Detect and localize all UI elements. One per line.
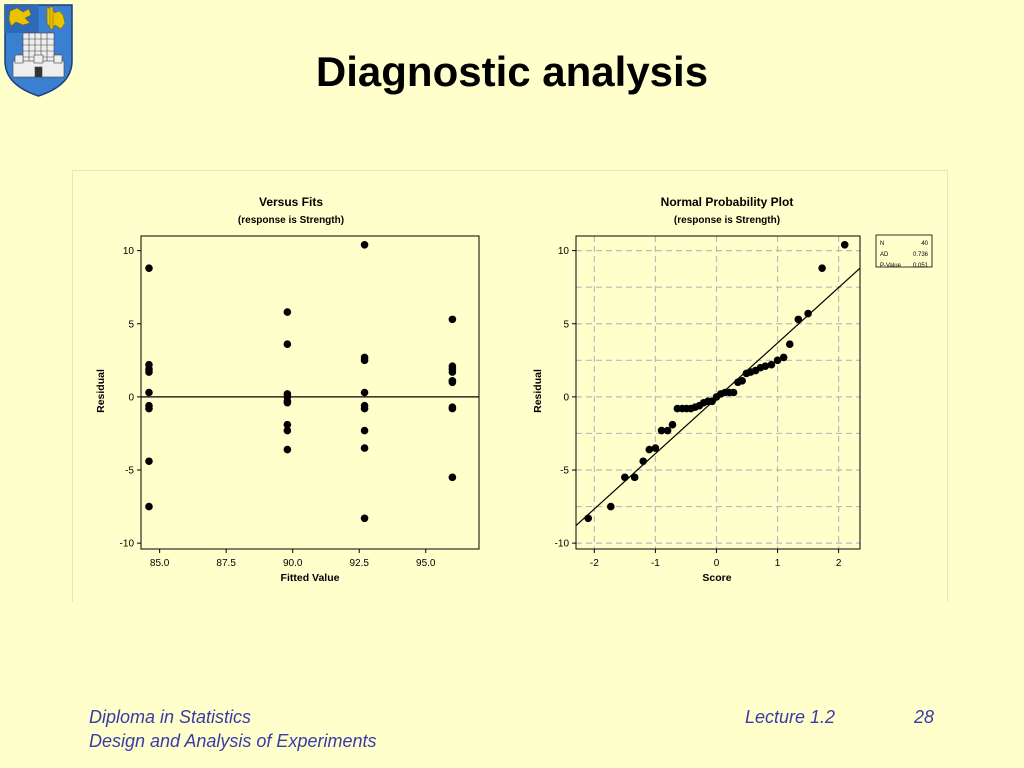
x-tick-label: 2 <box>836 558 842 569</box>
data-point <box>448 315 457 324</box>
y-tick-label: -5 <box>125 466 134 477</box>
normal-plot-y-axis: -10 -5 0 5 10 <box>555 246 576 550</box>
data-point <box>360 514 369 523</box>
data-point <box>607 502 615 511</box>
versus-fits-subtitle: (response is Strength) <box>238 215 344 226</box>
versus-fits-y-axis: -10 -5 0 5 10 <box>120 246 141 550</box>
data-point <box>283 445 292 454</box>
stats-label: N <box>880 241 884 247</box>
data-point <box>283 398 292 407</box>
data-point <box>645 445 654 454</box>
versus-fits-ylabel: Residual <box>95 369 107 413</box>
data-point <box>448 378 457 387</box>
footer-module: Design and Analysis of Experiments <box>89 731 377 751</box>
footer-page-number: 28 <box>914 707 935 727</box>
stats-label: AD <box>880 252 889 258</box>
versus-fits-plot-area <box>140 235 480 550</box>
college-crest-icon <box>4 4 73 97</box>
normal-plot-xlabel: Score <box>702 572 731 584</box>
data-point <box>729 388 738 397</box>
data-point <box>145 264 153 272</box>
normal-probability-chart: Normal Probability Plot (response is Str… <box>532 195 933 584</box>
data-point <box>283 308 292 316</box>
data-point <box>785 340 794 349</box>
stats-box: N 40 AD 0.736 P-Value 0.051 <box>875 234 933 269</box>
data-point <box>668 420 677 429</box>
data-point <box>448 473 457 482</box>
y-tick-label: 0 <box>563 392 569 403</box>
normal-plot-title: Normal Probability Plot <box>661 195 794 209</box>
data-point <box>145 368 153 376</box>
x-tick-label: -2 <box>590 558 599 569</box>
x-tick-label: 85.0 <box>150 558 170 569</box>
data-point <box>360 356 369 365</box>
data-point <box>773 356 782 365</box>
stats-value: 40 <box>921 241 928 247</box>
versus-fits-title: Versus Fits <box>259 195 323 209</box>
data-point <box>621 473 629 482</box>
data-point <box>448 404 457 413</box>
data-point <box>360 404 369 413</box>
x-tick-label: 1 <box>775 558 781 569</box>
data-point <box>761 362 770 370</box>
data-point <box>283 420 292 429</box>
data-point <box>651 444 660 452</box>
y-tick-label: 5 <box>128 319 134 330</box>
data-point <box>584 514 593 523</box>
data-point <box>738 376 746 385</box>
normal-plot-subtitle: (response is Strength) <box>674 215 780 226</box>
stats-label: P-Value <box>880 263 902 269</box>
data-point <box>360 240 369 249</box>
data-point <box>804 309 812 318</box>
stats-value: 0.736 <box>913 252 929 258</box>
data-point <box>630 473 639 482</box>
data-point <box>283 426 292 435</box>
normal-plot-ylabel: Residual <box>532 369 544 413</box>
x-tick-label: 90.0 <box>283 558 303 569</box>
y-tick-label: -10 <box>555 539 570 550</box>
data-point <box>840 240 849 249</box>
y-tick-label: 10 <box>558 246 570 257</box>
y-tick-label: 10 <box>123 246 135 257</box>
footer-course: Diploma in Statistics <box>89 707 252 727</box>
data-point <box>794 315 803 324</box>
normal-plot-points <box>584 240 849 523</box>
y-tick-label: 5 <box>563 319 569 330</box>
versus-fits-points <box>145 240 457 523</box>
data-point <box>663 426 672 435</box>
versus-fits-xlabel: Fitted Value <box>281 572 340 584</box>
normal-plot-x-axis: -2 -1 0 1 2 <box>590 549 842 569</box>
stats-value: 0.051 <box>913 263 929 269</box>
data-point <box>779 353 788 362</box>
data-point <box>283 340 292 349</box>
data-point <box>639 457 647 466</box>
versus-fits-x-axis: 85.0 87.5 90.0 92.5 95.0 <box>150 549 436 569</box>
data-point <box>145 457 153 466</box>
data-point <box>360 426 369 435</box>
footer-lecture: Lecture 1.2 <box>745 707 836 727</box>
y-tick-label: -5 <box>560 466 569 477</box>
data-point <box>145 404 153 413</box>
y-tick-label: 0 <box>128 392 134 403</box>
data-point <box>657 426 666 435</box>
chart-panel: Versus Fits (response is Strength) -10 -5… <box>72 170 948 602</box>
x-tick-label: 92.5 <box>350 558 370 569</box>
data-point <box>818 264 826 272</box>
x-tick-label: 95.0 <box>416 558 436 569</box>
y-tick-label: -10 <box>120 539 135 550</box>
x-tick-label: 0 <box>714 558 720 569</box>
data-point <box>145 502 153 511</box>
data-point <box>145 388 153 397</box>
versus-fits-chart: Versus Fits (response is Strength) -10 -5… <box>95 195 480 584</box>
x-tick-label: 87.5 <box>216 558 236 569</box>
data-point <box>767 360 776 369</box>
x-tick-label: -1 <box>651 558 660 569</box>
normal-plot-area <box>575 235 861 550</box>
data-point <box>448 368 457 376</box>
data-point <box>360 444 369 452</box>
data-point <box>360 388 369 397</box>
charts-svg: Versus Fits (response is Strength) -10-5… <box>95 195 933 584</box>
page-title: Diagnostic analysis <box>315 48 709 95</box>
